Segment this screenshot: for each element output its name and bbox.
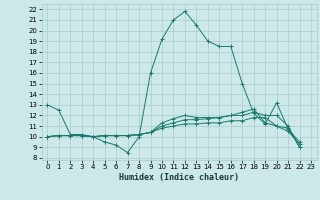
X-axis label: Humidex (Indice chaleur): Humidex (Indice chaleur) [119, 173, 239, 182]
